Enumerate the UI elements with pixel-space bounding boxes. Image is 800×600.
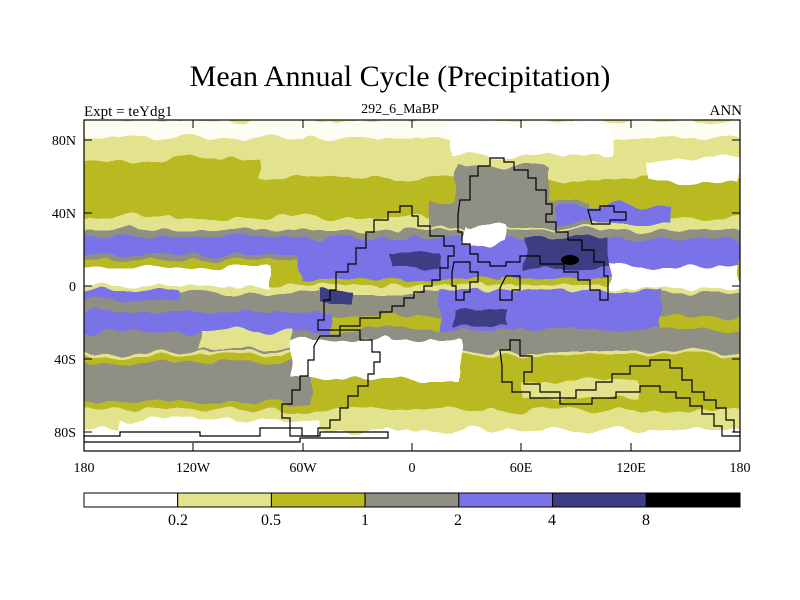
- legend-label: 2: [454, 512, 462, 529]
- legend-label: 8: [642, 512, 650, 529]
- continent-outlines: [84, 157, 740, 443]
- legend-label: 0.2: [168, 512, 188, 529]
- x-tick-label: 120W: [176, 461, 211, 476]
- time-period-label: 292_6_MaBP: [361, 102, 439, 117]
- legend-label: 4: [548, 512, 556, 529]
- y-tick-label: 40S: [54, 353, 76, 368]
- legend-swatch: [364, 492, 460, 508]
- x-tick-label: 180: [730, 461, 751, 476]
- legend-swatch: [458, 492, 554, 508]
- legend-label: 1: [361, 512, 369, 529]
- x-tick-label: 180: [74, 461, 95, 476]
- legend-label: 0.5: [261, 512, 281, 529]
- x-tick-label: 60W: [289, 461, 317, 476]
- legend-swatch: [270, 492, 366, 508]
- legend-swatch: [177, 492, 272, 508]
- x-axis-ticks: [83, 120, 741, 451]
- x-tick-label: 60E: [510, 461, 533, 476]
- experiment-label: Expt = teYdg1: [84, 104, 173, 120]
- x-tick-label: 120E: [616, 461, 646, 476]
- x-tick-label: 0: [409, 461, 416, 476]
- legend-swatch: [83, 492, 179, 508]
- y-tick-label: 80N: [52, 134, 76, 149]
- y-tick-label: 0: [69, 280, 76, 295]
- y-tick-label: 80S: [54, 426, 76, 441]
- season-label: ANN: [709, 103, 743, 119]
- legend-swatch: [552, 492, 647, 508]
- precipitation-field: [84, 120, 740, 451]
- precip-maximum: [561, 255, 579, 265]
- page-title: Mean Annual Cycle (Precipitation): [189, 60, 611, 93]
- legend-swatch: [645, 492, 741, 508]
- color-legend: [83, 492, 741, 508]
- y-tick-label: 40N: [52, 207, 76, 222]
